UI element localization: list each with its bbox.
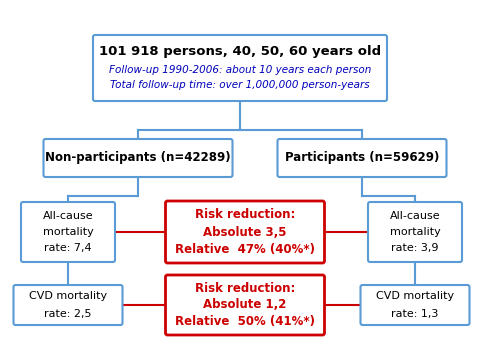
Text: CVD mortality: CVD mortality	[376, 291, 454, 301]
Text: Participants (n=59629): Participants (n=59629)	[285, 152, 439, 165]
FancyBboxPatch shape	[368, 202, 462, 262]
Text: Total follow-up time: over 1,000,000 person-years: Total follow-up time: over 1,000,000 per…	[110, 80, 370, 90]
FancyBboxPatch shape	[13, 285, 122, 325]
FancyBboxPatch shape	[166, 275, 324, 335]
Text: All-cause: All-cause	[43, 211, 93, 221]
Text: Risk reduction:: Risk reduction:	[195, 208, 295, 221]
Text: rate: 2,5: rate: 2,5	[44, 309, 92, 319]
Text: Non-participants (n=42289): Non-participants (n=42289)	[45, 152, 231, 165]
Text: Risk reduction:: Risk reduction:	[195, 282, 295, 294]
Text: Follow-up 1990-2006: about 10 years each person: Follow-up 1990-2006: about 10 years each…	[109, 65, 371, 75]
Text: rate: 7,4: rate: 7,4	[44, 243, 92, 253]
Text: mortality: mortality	[390, 227, 440, 237]
FancyBboxPatch shape	[93, 35, 387, 101]
Text: All-cause: All-cause	[390, 211, 440, 221]
FancyBboxPatch shape	[277, 139, 446, 177]
Text: rate: 3,9: rate: 3,9	[391, 243, 439, 253]
Text: Relative  47% (40%*): Relative 47% (40%*)	[175, 243, 315, 256]
Text: Absolute 1,2: Absolute 1,2	[204, 298, 287, 311]
FancyBboxPatch shape	[166, 201, 324, 263]
Text: mortality: mortality	[43, 227, 94, 237]
Text: Absolute 3,5: Absolute 3,5	[203, 225, 287, 238]
Text: CVD mortality: CVD mortality	[29, 291, 107, 301]
Text: 101 918 persons, 40, 50, 60 years old: 101 918 persons, 40, 50, 60 years old	[99, 45, 381, 58]
Text: rate: 1,3: rate: 1,3	[391, 309, 439, 319]
FancyBboxPatch shape	[21, 202, 115, 262]
Text: Relative  50% (41%*): Relative 50% (41%*)	[175, 315, 315, 328]
FancyBboxPatch shape	[44, 139, 232, 177]
FancyBboxPatch shape	[360, 285, 469, 325]
